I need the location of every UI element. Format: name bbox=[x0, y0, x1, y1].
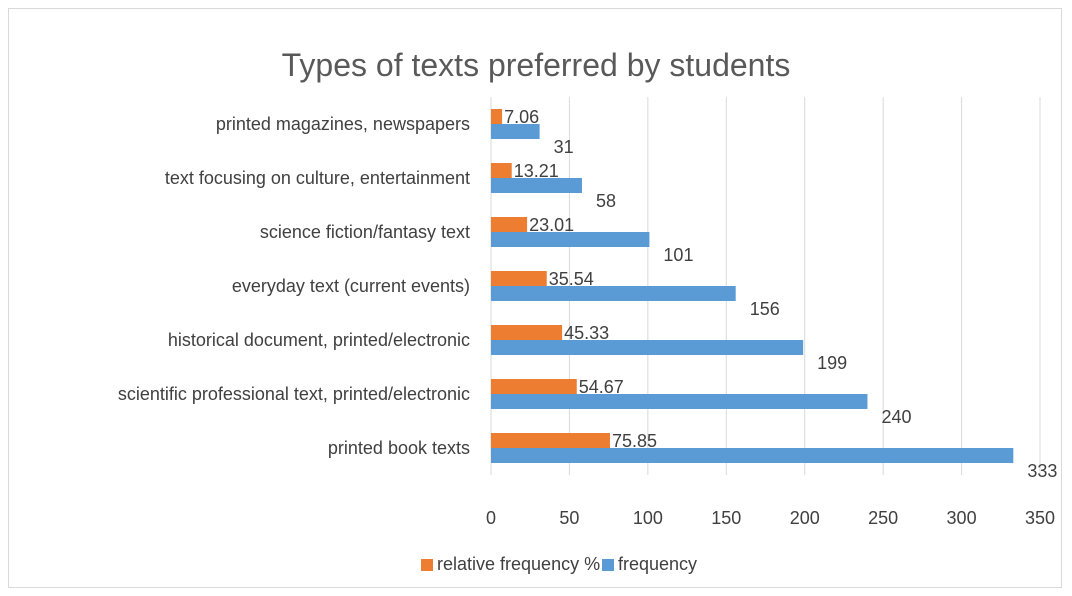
chart-frame: Types of texts preferred by students pri… bbox=[8, 8, 1062, 588]
legend: relative frequency % frequency bbox=[421, 554, 697, 574]
data-labels: 7.06 31 13.21 58 23.01 101 35.54 156 45.33 199 54.… bbox=[504, 107, 1057, 481]
data-label: 199 bbox=[817, 353, 847, 373]
x-tick-label: 300 bbox=[947, 508, 977, 528]
category-label: science fiction/fantasy text bbox=[260, 222, 470, 242]
data-label: 31 bbox=[554, 137, 574, 157]
bar-frequency bbox=[491, 124, 540, 139]
data-label: 35.54 bbox=[549, 269, 594, 289]
data-label: 240 bbox=[881, 407, 911, 427]
data-label: 58 bbox=[596, 191, 616, 211]
legend-label: frequency bbox=[618, 554, 697, 574]
bar-chart: printed magazines, newspapers text focusi… bbox=[118, 97, 1057, 574]
data-label: 54.67 bbox=[579, 377, 624, 397]
legend-swatch bbox=[602, 559, 614, 571]
bar-frequency bbox=[491, 394, 868, 409]
category-label: everyday text (current events) bbox=[232, 276, 470, 296]
bar-frequency bbox=[491, 286, 736, 301]
data-label: 333 bbox=[1027, 461, 1057, 481]
legend-label: relative frequency % bbox=[437, 554, 600, 574]
category-labels: printed magazines, newspapers text focusi… bbox=[118, 114, 470, 458]
bar-relative-frequency bbox=[491, 271, 547, 286]
x-tick-label: 50 bbox=[559, 508, 579, 528]
x-tick-label: 0 bbox=[486, 508, 496, 528]
chart-title: Types of texts preferred by students bbox=[281, 47, 791, 83]
bar-relative-frequency bbox=[491, 163, 512, 178]
data-label: 156 bbox=[750, 299, 780, 319]
bar-frequency bbox=[491, 178, 582, 193]
data-label: 13.21 bbox=[514, 161, 559, 181]
bar-frequency bbox=[491, 232, 650, 247]
x-tick-label: 250 bbox=[868, 508, 898, 528]
x-axis-ticks: 0 50 100 150 200 250 300 350 bbox=[486, 508, 1055, 528]
data-label: 45.33 bbox=[564, 323, 609, 343]
bar-relative-frequency bbox=[491, 217, 528, 232]
bar-frequency bbox=[491, 448, 1014, 463]
bar-relative-frequency bbox=[491, 379, 577, 394]
bars bbox=[491, 109, 1014, 463]
x-tick-label: 150 bbox=[711, 508, 741, 528]
category-label: printed magazines, newspapers bbox=[216, 114, 470, 134]
legend-swatch bbox=[421, 559, 433, 571]
data-label: 101 bbox=[663, 245, 693, 265]
data-label: 23.01 bbox=[529, 215, 574, 235]
category-label: scientific professional text, printed/el… bbox=[118, 384, 470, 404]
bar-relative-frequency bbox=[491, 433, 610, 448]
category-label: text focusing on culture, entertainment bbox=[165, 168, 470, 188]
category-label: historical document, printed/electronic bbox=[168, 330, 470, 350]
bar-relative-frequency bbox=[491, 109, 503, 124]
data-label: 75.85 bbox=[612, 431, 657, 451]
bar-relative-frequency bbox=[491, 325, 563, 340]
x-tick-label: 200 bbox=[790, 508, 820, 528]
x-tick-label: 350 bbox=[1025, 508, 1055, 528]
x-tick-label: 100 bbox=[633, 508, 663, 528]
category-label: printed book texts bbox=[328, 438, 470, 458]
data-label: 7.06 bbox=[504, 107, 539, 127]
bar-frequency bbox=[491, 340, 804, 355]
